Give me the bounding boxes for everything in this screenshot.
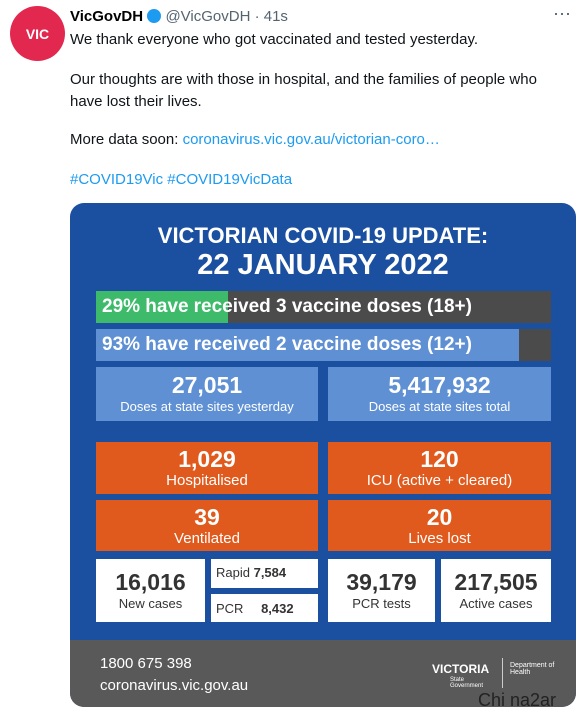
- stat-caption: Doses at state sites yesterday: [120, 399, 294, 414]
- stat-number: 16,016: [115, 568, 186, 595]
- stat-box: 39,179 PCR tests: [328, 559, 435, 622]
- divider: [502, 658, 503, 688]
- stat-caption: Doses at state sites total: [368, 399, 511, 414]
- stat-box: 39 Ventilated: [96, 500, 318, 551]
- progress-fill: [96, 291, 228, 323]
- stat-number: 5,417,932: [388, 372, 491, 398]
- rapid-box: Rapid 7,584: [211, 559, 318, 588]
- stat-caption: New cases: [118, 595, 183, 611]
- bar-rest: received 3 vaccine doses (18+): [193, 296, 472, 317]
- tweet-text: Our thoughts are with those in hospital,…: [70, 71, 537, 110]
- stat-number: 39: [194, 503, 220, 530]
- more-menu[interactable]: ⋯: [553, 4, 571, 24]
- pcr-box: PCR 8,432: [211, 594, 318, 622]
- dept: Department of Health: [510, 662, 555, 676]
- value: 7,584: [253, 565, 287, 580]
- bar-text: 29% have received 3 vaccine doses (18+): [102, 296, 472, 318]
- label: Rapid: [216, 565, 250, 580]
- name[interactable]: VicGovDH: [70, 8, 144, 25]
- value: 8,432: [261, 601, 294, 616]
- site: coronavirus.vic.gov.au: [100, 677, 249, 694]
- tweet-text: More data soon: coronavirus.vic.gov.au/v…: [70, 129, 440, 151]
- stat-number: 217,505: [454, 568, 538, 595]
- logo: VICTORIA: [432, 662, 490, 676]
- header: VicGovDH @VicGovDH · 41s: [70, 8, 288, 25]
- watermark: Chi na2ar: [478, 690, 557, 710]
- avatar[interactable]: VIC: [10, 6, 65, 61]
- progress-fill: [96, 329, 520, 361]
- tweet-text: We thank everyone who got vaccinated and…: [70, 31, 479, 48]
- stat-box: 16,016 New cases: [96, 559, 205, 622]
- stat-box: 120 ICU (active + cleared): [328, 442, 551, 494]
- progress-bar: 93% have received 2 vaccine doses (12+): [96, 329, 551, 361]
- image-date: 22 JANUARY 2022: [197, 249, 449, 281]
- time: · 41s: [254, 8, 288, 25]
- hashtags[interactable]: #COVID19Vic #COVID19VicData: [70, 171, 293, 188]
- footer: 1800 675 398 coronavirus.vic.gov.au VICT…: [70, 640, 576, 707]
- stat-number: 120: [420, 446, 459, 472]
- link[interactable]: coronavirus.vic.gov.au/victorian-coro…: [182, 131, 440, 148]
- bar-text: 93% have received 2 vaccine doses (12+): [102, 334, 472, 356]
- handle[interactable]: @VicGovDH: [165, 8, 251, 25]
- more-data: More data soon:: [70, 131, 179, 148]
- bar-label: 29% have: [102, 296, 189, 317]
- stat-number: 1,029: [178, 446, 236, 472]
- phone: 1800 675 398: [100, 655, 192, 672]
- stat-box: 5,417,932 Doses at state sites total: [328, 367, 551, 421]
- progress-bar: 29% have received 3 vaccine doses (18+): [96, 291, 551, 323]
- stat-caption: Active cases: [459, 595, 533, 611]
- stat-number: 20: [426, 503, 453, 530]
- label: PCR: [216, 601, 244, 616]
- infographic[interactable]: VICTORIAN COVID-19 UPDATE: 22 JANUARY 20…: [70, 203, 576, 707]
- stat-box: 20 Lives lost: [328, 500, 551, 551]
- stat-caption: ICU (active + cleared): [366, 472, 513, 489]
- stat-box: 1,029 Hospitalised: [96, 442, 318, 494]
- verified-badge: [147, 9, 162, 23]
- image-title: VICTORIAN COVID-19 UPDATE:: [157, 223, 489, 248]
- stat-number: 27,051: [171, 372, 243, 398]
- bar-label: 93% have: [102, 334, 189, 355]
- stat-caption: Lives lost: [408, 529, 471, 547]
- stat-box: 27,051 Doses at state sites yesterday: [96, 367, 318, 421]
- bar-rest: received 2 vaccine doses (12+): [193, 334, 472, 355]
- stat-box: 217,505 Active cases: [441, 559, 551, 622]
- logo-sub: State Government: [450, 677, 484, 689]
- stat-caption: Hospitalised: [166, 472, 248, 489]
- stat-number: 39,179: [346, 568, 417, 595]
- stat-caption: Ventilated: [174, 529, 240, 547]
- stat-caption: PCR tests: [352, 595, 411, 611]
